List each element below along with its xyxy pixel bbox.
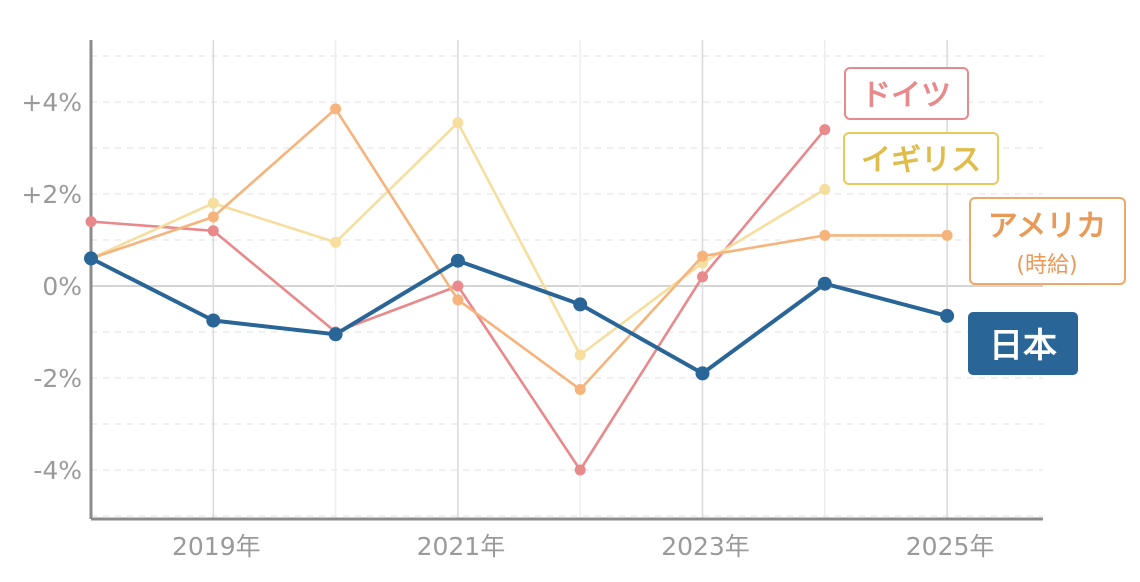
data-point — [574, 384, 586, 395]
y-tick-label: +2% — [21, 180, 82, 209]
data-point — [819, 124, 831, 136]
data-point — [940, 308, 955, 323]
data-point — [328, 327, 343, 342]
y-tick-labels: +4% +2% 0% -2% -4% — [21, 88, 82, 485]
legend-germany-label: ドイツ — [861, 78, 951, 113]
data-point — [819, 183, 831, 195]
legend-germany: ドイツ — [844, 67, 969, 120]
x-tick-label: 2019年 — [172, 532, 261, 561]
legend-japan-box — [968, 312, 1078, 375]
legend-usa-box — [969, 197, 1126, 285]
x-tick-labels: 2019年 2021年 2023年 2025年 — [172, 532, 994, 561]
legend-germany-box — [844, 67, 969, 120]
data-point — [819, 229, 831, 241]
data-point — [452, 294, 464, 306]
y-tick-label: 0% — [42, 272, 82, 301]
data-point — [206, 313, 221, 328]
data-point — [450, 253, 465, 268]
series-line — [89, 107, 949, 391]
data-point — [695, 366, 710, 381]
legend-usa: アメリカ (時給) — [969, 197, 1126, 285]
x-tick-label: 2021年 — [417, 532, 506, 561]
data-point — [574, 464, 586, 476]
y-tick-label: +4% — [21, 88, 82, 117]
data-point — [207, 211, 219, 223]
legend-usa-sublabel: (時給) — [1016, 253, 1077, 278]
data-point — [330, 103, 342, 115]
legend-japan: 日本 — [968, 312, 1078, 375]
data-point — [941, 229, 953, 241]
x-tick-label: 2025年 — [906, 532, 995, 561]
legend-japan-label: 日本 — [989, 326, 1057, 366]
data-point — [207, 225, 219, 237]
data-point — [573, 297, 588, 312]
data-point — [697, 250, 708, 262]
data-point — [207, 197, 219, 209]
legend-usa-label: アメリカ — [988, 209, 1107, 244]
axes — [89, 40, 1043, 521]
y-tick-label: -4% — [33, 456, 82, 485]
series-3 — [84, 251, 955, 381]
data-point — [84, 251, 98, 266]
legend-uk-box — [843, 132, 999, 185]
data-point — [452, 117, 464, 129]
data-point — [85, 216, 97, 228]
series-line — [89, 256, 950, 376]
series-2 — [85, 103, 953, 395]
data-point — [697, 271, 708, 283]
data-point — [574, 349, 586, 361]
data-point — [330, 236, 342, 248]
x-tick-label: 2023年 — [661, 532, 750, 561]
data-point — [452, 280, 464, 292]
series-lines — [84, 103, 955, 476]
legend-uk-label: イギリス — [861, 143, 981, 178]
data-point — [817, 276, 832, 291]
legend-uk: イギリス — [843, 132, 999, 185]
y-tick-label: -2% — [33, 364, 82, 393]
